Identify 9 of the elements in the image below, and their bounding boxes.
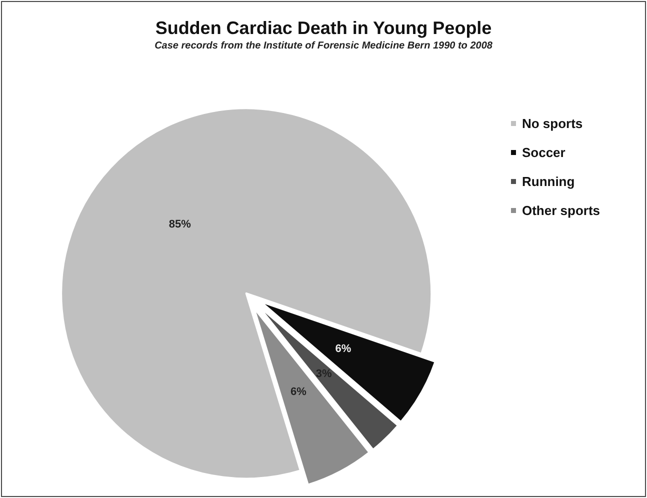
- legend-label: No sports: [522, 116, 583, 131]
- legend-label: Running: [522, 174, 575, 189]
- chart-subtitle: Case records from the Institute of Forensic Medicine Bern 1990 to 2008: [154, 40, 493, 52]
- data-label: 6%: [290, 386, 307, 398]
- data-label: 6%: [335, 342, 352, 355]
- legend-label: Soccer: [522, 145, 566, 160]
- legend-label: Other sports: [522, 203, 600, 218]
- chart-title: Sudden Cardiac Death in Young People: [155, 18, 492, 38]
- data-label: 85%: [168, 218, 192, 231]
